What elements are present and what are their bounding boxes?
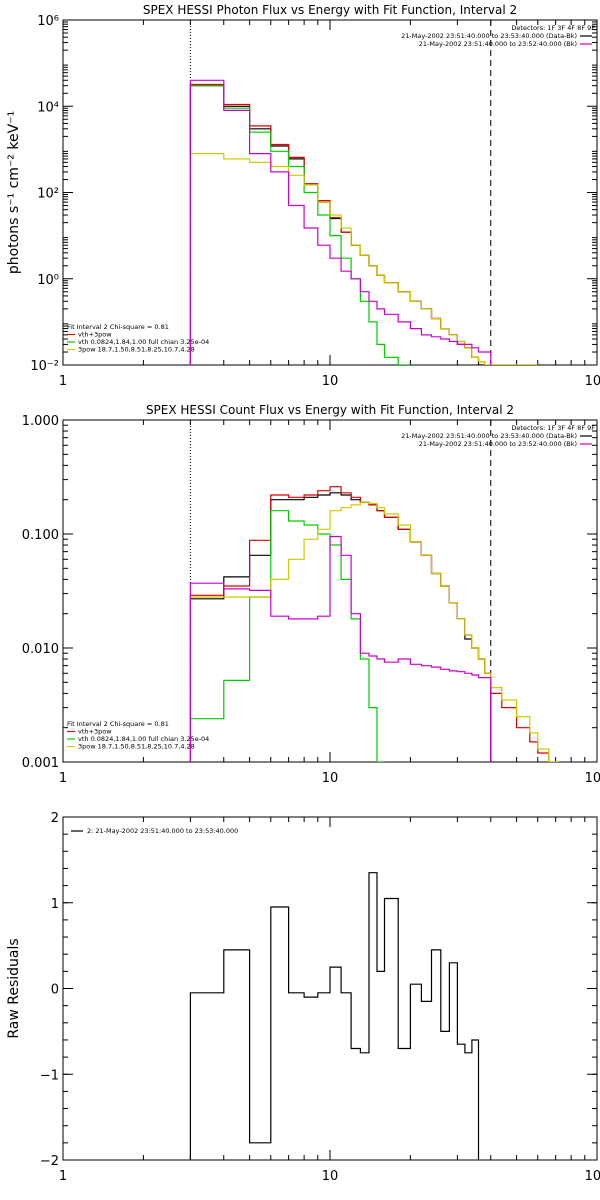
y-tick-label: 0.010 [22,642,59,657]
series-4-line [189,153,538,365]
x-tick-label: 10 [322,1169,339,1184]
y-tick-label: 0 [51,983,59,998]
x-tick-label: 1 [59,1169,67,1184]
fit-legend-header: Fit Interval 2 Chi-square = 0.81 [67,720,169,728]
series-3-line [189,510,385,762]
y-tick-label: 10⁰ [37,273,59,288]
chart-title: SPEX HESSI Count Flux vs Energy with Fit… [146,403,514,417]
legend-entry-label: 2: 21-May-2002 23:51:40.000 to 23:53:40.… [87,827,238,835]
x-tick-label: 10 [322,374,339,389]
x-tick-label: 100 [585,1169,600,1184]
y-tick-label: −1 [40,1068,59,1083]
series-1-line [189,492,492,762]
y-tick-label: 1 [51,897,59,912]
y-tick-label: 2 [51,811,59,826]
x-tick-label: 100 [585,771,600,786]
legend-header: Detectors: 1F 3F 4F 8F 9F [511,24,595,32]
fit-legend-entry-label: 3pow 18.7,1.50,8.51,8.25,10.7,4.28 [78,743,195,751]
series-5-line [189,535,492,762]
panel-1: 1 10 100 10⁻² 10⁰ 10² 10⁴ 10⁶ SPEX HESSI Photon … [6,3,600,389]
y-tick-label: 0.001 [22,756,59,771]
legend-entry-label: 21-May-2002 23:51:40.000 to 23:53:40.000… [401,32,577,40]
y-tick-label: 10² [37,187,59,202]
x-tick-label: 1 [59,771,67,786]
series-2-line [189,83,538,365]
fit-legend-entry-label: 3pow 18.7,1.50,8.51,8.25,10.7,4.28 [78,346,195,354]
fit-legend-entry-label: vth 0.0824,1.84,1.00 full chian 3.25e-04 [78,735,209,743]
y-tick-label: 1.000 [22,414,59,429]
y-tick-label: 10⁶ [37,14,59,29]
series-5-line [189,79,492,365]
y-tick-label: 10⁻² [30,359,59,374]
plot-frame [62,19,598,366]
series-2-line [189,486,559,762]
legend-header: Detectors: 1F 3F 4F 8F 9F [511,424,595,432]
y-tick-label: 10⁴ [37,100,59,115]
legend-entry-label: 21-May-2002 23:51:40.000 to 23:52:40.000… [419,40,577,48]
y-tick-label: 0.100 [22,528,59,543]
x-tick-label: 100 [585,374,600,389]
y-axis-label: photons s⁻¹ cm⁻² keV⁻¹ [6,111,22,274]
series-3-line [189,85,411,365]
series-1-line [189,872,480,1160]
legend-entry-label: 21-May-2002 23:51:40.000 to 23:53:40.000… [401,432,577,440]
legend-entry-label: 21-May-2002 23:51:40.000 to 23:52:40.000… [419,440,577,448]
x-tick-label: 10 [322,771,339,786]
panel-3: 1 10 100 −2 −1 0 1 2 Raw Residuals 2: 21-May-2002… [6,811,600,1184]
series-4-line [189,501,559,762]
x-tick-label: 1 [59,374,67,389]
fit-legend-entry-label: vth 0.0824,1.84,1.00 full chian 3.25e-04 [78,338,209,346]
panel-2: 1 10 100 0.001 0.010 0.100 1.000 SPEX HESSI Cou… [22,403,600,786]
fit-legend-entry-label: vth+3pow [78,331,112,339]
y-axis-label: Raw Residuals [6,938,22,1038]
y-tick-label: −2 [40,1154,59,1169]
fit-legend-header: Fit Interval 2 Chi-square = 0.81 [67,323,169,331]
chart-title: SPEX HESSI Photon Flux vs Energy with Fi… [143,3,517,17]
fit-legend-entry-label: vth+3pow [78,728,112,736]
